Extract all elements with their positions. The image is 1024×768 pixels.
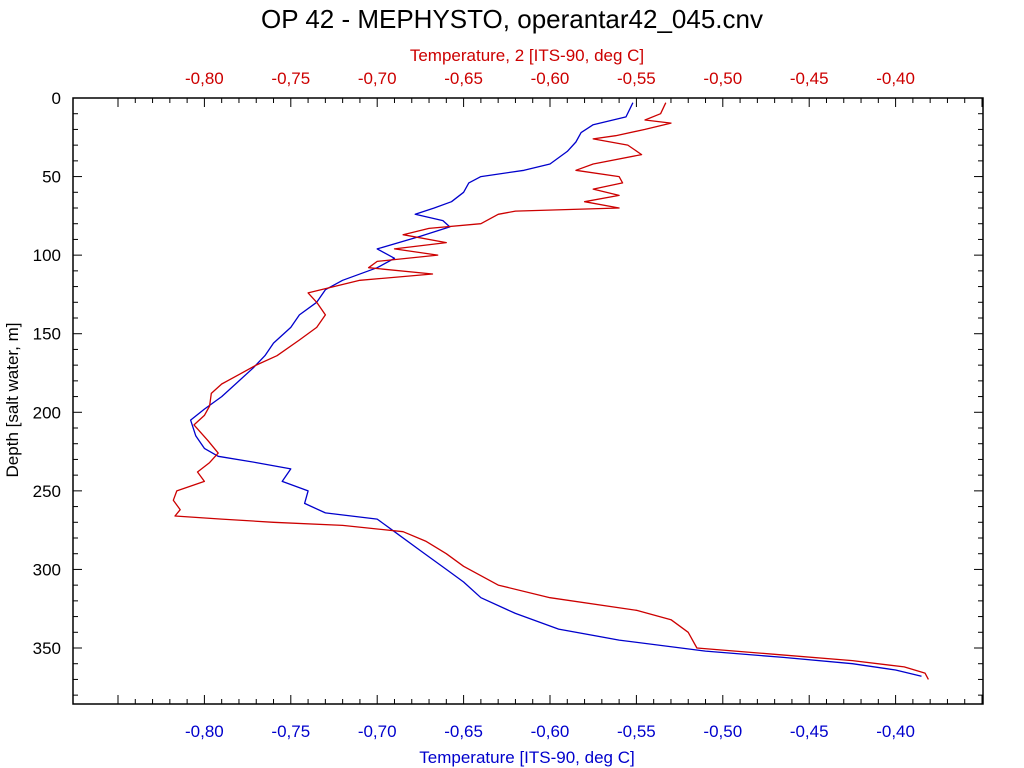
axes-layer: 0 50 100 150 200 250 300 350 -0,80 -0,75 -0,70 -0,6… [33, 69, 983, 741]
bottom-tick-label: -0,70 [358, 722, 397, 741]
temperature-2-series-line [172, 102, 929, 680]
bottom-tick-label: -0,75 [271, 722, 310, 741]
y-tick-label: 300 [33, 560, 61, 579]
bottom-axis-label: Temperature [ITS-90, deg C] [419, 748, 634, 767]
bottom-tick-label: -0,55 [617, 722, 656, 741]
y-tick-label: 200 [33, 403, 61, 422]
plot-area [72, 97, 984, 705]
bottom-tick-label: -0,50 [703, 722, 742, 741]
y-axis-label: Depth [salt water, m] [3, 323, 22, 478]
top-tick-label: -0,80 [185, 69, 224, 88]
bottom-tick-label: -0,40 [876, 722, 915, 741]
bottom-tick-label: -0,80 [185, 722, 224, 741]
top-axis-label: Temperature, 2 [ITS-90, deg C] [410, 46, 644, 65]
bottom-tick-label: -0,45 [790, 722, 829, 741]
top-tick-label: -0,40 [876, 69, 915, 88]
y-tick-label: 50 [42, 168, 61, 187]
bottom-tick-label: -0,65 [444, 722, 483, 741]
top-tick-label: -0,65 [444, 69, 483, 88]
chart-title: OP 42 - MEPHYSTO, operantar42_045.cnv [261, 4, 763, 34]
top-tick-label: -0,70 [358, 69, 397, 88]
top-tick-label: -0,55 [617, 69, 656, 88]
y-tick-label: 100 [33, 246, 61, 265]
series-layer [172, 102, 929, 680]
top-tick-label: -0,50 [703, 69, 742, 88]
top-tick-label: -0,60 [531, 69, 570, 88]
bottom-tick-label: -0,60 [531, 722, 570, 741]
y-tick-label: 350 [33, 639, 61, 658]
top-tick-label: -0,75 [271, 69, 310, 88]
temperature-series-line [189, 102, 922, 677]
y-tick-label: 250 [33, 482, 61, 501]
y-tick-label: 0 [52, 89, 61, 108]
top-tick-label: -0,45 [790, 69, 829, 88]
y-tick-label: 150 [33, 325, 61, 344]
